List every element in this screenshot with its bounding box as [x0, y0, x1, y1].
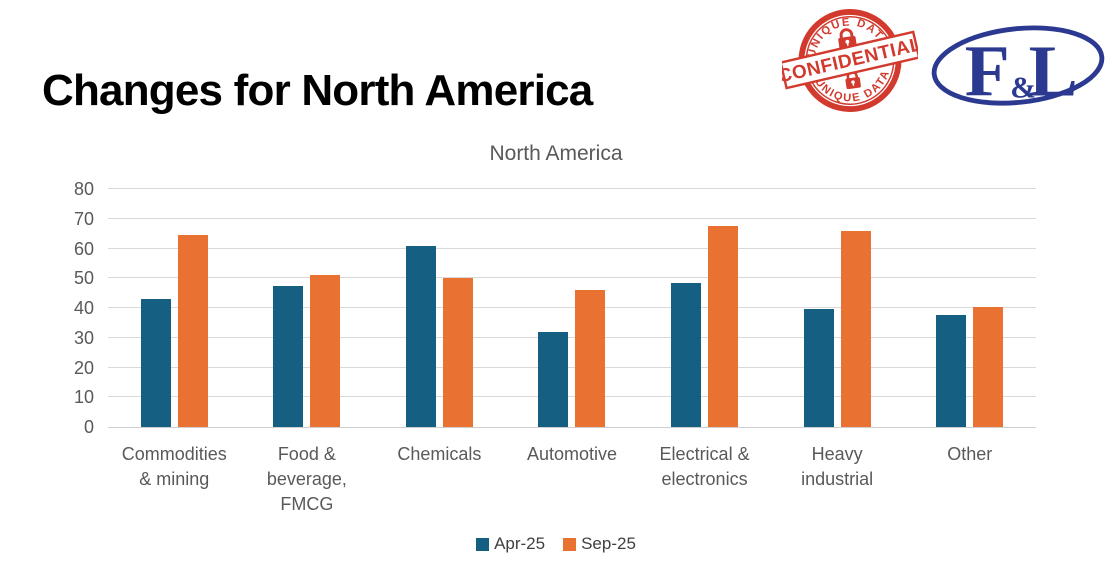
legend-item: Apr-25: [476, 534, 545, 554]
logo-letter-f: F: [965, 30, 1010, 112]
gridline: [108, 277, 1036, 279]
bar-apr-25: [803, 308, 834, 427]
gridline: [108, 396, 1036, 398]
y-tick-label: 0: [83, 417, 94, 437]
gridline: [108, 217, 1036, 219]
x-category-label-text: Food & beverage, FMCG: [266, 444, 347, 514]
page-title: Changes for North America: [42, 66, 593, 115]
legend-label: Apr-25: [494, 534, 546, 553]
bar-group: [373, 189, 506, 427]
logo-ampersand: &: [1010, 69, 1036, 104]
bar-group: [771, 189, 904, 427]
bar-apr-25: [140, 299, 171, 427]
legend-swatch: [563, 537, 577, 551]
bar-sep-25: [177, 235, 208, 427]
x-category-label-text: Electrical & electronics: [659, 444, 750, 489]
bar-group: [638, 189, 771, 427]
y-tick-label: 80: [73, 179, 94, 199]
logo-letter-l: L: [1029, 30, 1078, 112]
legend-item: Sep-25: [563, 534, 636, 554]
x-category-label-text: Commodities & mining: [121, 444, 227, 489]
confidential-stamp: UNIQUE DATA UNIQUE DATA CONFIDENTIAL: [782, 9, 918, 112]
x-category-label-text: Heavy industrial: [801, 444, 874, 489]
bar-apr-25: [405, 245, 436, 427]
logo-ellipse: [931, 25, 1105, 106]
x-category-label: Electrical & electronics: [638, 442, 771, 492]
y-tick-label: 20: [73, 357, 94, 378]
legend-swatch: [476, 537, 490, 551]
y-tick-label: 60: [73, 238, 94, 259]
chart-title: North America: [489, 142, 623, 165]
legend-label: Sep-25: [581, 534, 636, 553]
bar-sep-25: [575, 290, 606, 427]
x-axis: Commodities & mining Food & beverage, FMC…: [108, 442, 1036, 526]
bar-group: [506, 189, 639, 427]
gridline: [108, 247, 1036, 249]
bar-group: [241, 189, 374, 427]
bar-sep-25: [973, 306, 1004, 427]
x-category-label-text: Automotive: [526, 444, 617, 464]
lock-icon-bottom: [845, 70, 861, 90]
gridline: [108, 336, 1036, 338]
x-category-label: Chemicals: [373, 442, 506, 467]
y-tick-label: 10: [73, 387, 94, 408]
bar-sep-25: [310, 275, 341, 427]
y-tick-label: 30: [73, 327, 94, 348]
bar-sep-25: [442, 278, 473, 427]
y-tick-label: 40: [73, 298, 94, 318]
y-tick-label: 70: [73, 208, 94, 229]
x-category-label: Commodities & mining: [108, 442, 241, 492]
bar-group: [903, 189, 1036, 427]
bar-apr-25: [273, 285, 304, 427]
y-tick-label: 50: [73, 268, 94, 289]
x-category-label: Automotive: [506, 442, 639, 467]
y-axis: 0 10 20 30 40 50 60 70 80: [58, 180, 100, 436]
gridline: [108, 307, 1036, 308]
gridline: [108, 366, 1036, 368]
x-category-label-text: Chemicals: [397, 444, 482, 464]
bar-sep-25: [840, 230, 871, 427]
legend: Apr-25 Sep-25: [0, 534, 1112, 554]
x-category-label: Food & beverage, FMCG: [241, 442, 374, 516]
x-category-label: Other: [903, 442, 1036, 467]
gridline: [108, 188, 1036, 189]
x-category-label: Heavy industrial: [771, 442, 904, 492]
fl-logo: F & L: [931, 25, 1105, 112]
bar-apr-25: [936, 315, 967, 427]
x-category-label-text: Other: [947, 444, 993, 464]
plot-area: [108, 188, 1036, 428]
bar-apr-25: [538, 331, 569, 427]
bar-apr-25: [671, 282, 702, 427]
bar-group: [108, 189, 241, 427]
bar-sep-25: [708, 226, 739, 427]
